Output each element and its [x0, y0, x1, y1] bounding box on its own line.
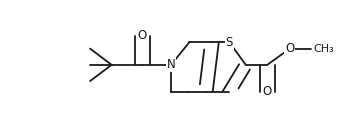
Text: O: O [138, 29, 147, 42]
Text: S: S [226, 36, 233, 49]
Text: O: O [263, 85, 272, 98]
Text: CH₃: CH₃ [313, 44, 334, 54]
Text: N: N [167, 58, 175, 71]
Text: O: O [285, 42, 294, 55]
